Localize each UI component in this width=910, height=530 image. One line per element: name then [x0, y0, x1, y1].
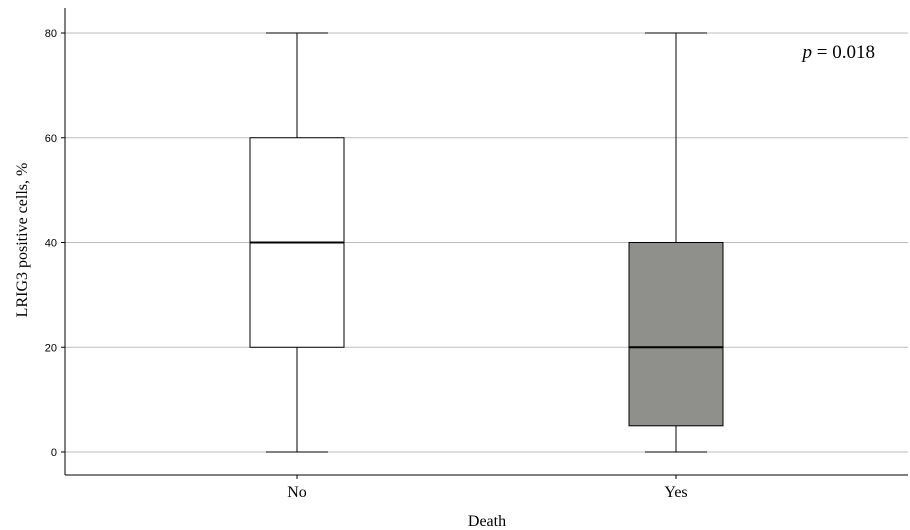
y-ticks: 0 20 40 60 80 [45, 28, 65, 459]
y-tick-label: 20 [45, 342, 57, 354]
p-value-text: = 0.018 [812, 42, 875, 63]
y-tick-label: 80 [45, 28, 57, 40]
p-value-symbol: p [801, 42, 813, 63]
x-tick-label: No [287, 484, 307, 501]
box-iqr [628, 242, 724, 427]
y-tick-label: 40 [45, 238, 57, 250]
y-tick-label: 60 [45, 133, 57, 145]
x-axis-title: Death [468, 513, 506, 530]
axes [64, 8, 908, 476]
p-value-annotation: p = 0.018 [801, 42, 875, 63]
boxes [249, 32, 724, 453]
box-no [249, 32, 345, 453]
grid-lines [65, 32, 908, 453]
y-axis-title: LRIG3 positive cells, % [14, 163, 31, 318]
x-ticks: No Yes [287, 475, 688, 501]
x-tick-label: Yes [664, 484, 687, 501]
box-yes [628, 32, 724, 453]
y-tick-label: 0 [51, 447, 57, 459]
